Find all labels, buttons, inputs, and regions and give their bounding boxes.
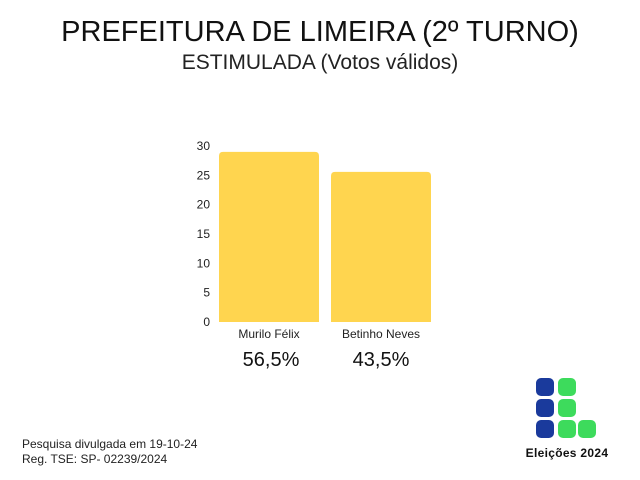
- logo-square-icon: [536, 399, 554, 417]
- value-label-murilo: 56,5%: [242, 349, 300, 371]
- logo-square-icon: [558, 399, 576, 417]
- logo-caption: Eleições 2024: [525, 446, 609, 460]
- x-category-label: Betinho Neves: [342, 327, 420, 341]
- logo-square-icon: [558, 420, 576, 438]
- logo-square-icon: [536, 420, 554, 438]
- y-tick-label: 20: [197, 198, 211, 212]
- logo-square-icon: [536, 378, 554, 396]
- x-category-label: Murilo Félix: [238, 327, 299, 341]
- tse-registration: Reg. TSE: SP- 02239/2024: [22, 452, 168, 466]
- y-tick-label: 15: [197, 227, 211, 241]
- chart-title: PREFEITURA DE LIMEIRA (2º TURNO): [61, 16, 579, 48]
- y-tick-label: 25: [197, 168, 211, 182]
- bar: [219, 151, 319, 322]
- poll-info: Pesquisa divulgada em 19-10-24 Reg. TSE:…: [22, 437, 197, 467]
- value-label-betinho: 43,5%: [352, 349, 410, 371]
- logo-square-icon: [558, 378, 576, 396]
- y-tick-label: 30: [197, 139, 211, 153]
- y-tick-label: 5: [203, 286, 210, 300]
- y-tick-label: 10: [197, 256, 211, 270]
- elections-logo-icon: [536, 378, 596, 438]
- chart-subtitle: ESTIMULADA (Votos válidos): [181, 51, 459, 74]
- y-tick-label: 0: [203, 315, 210, 329]
- logo-square-icon: [578, 420, 596, 438]
- bar: [331, 171, 431, 322]
- poll-date: Pesquisa divulgada em 19-10-24: [22, 437, 198, 451]
